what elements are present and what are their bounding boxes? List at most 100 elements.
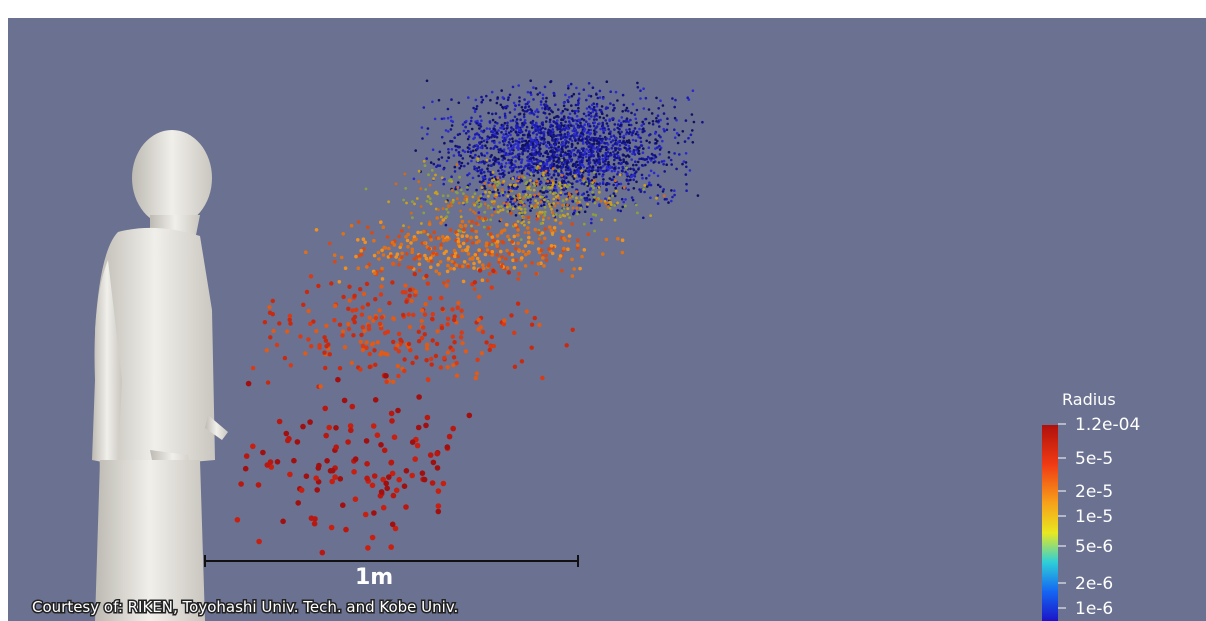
particle	[458, 146, 461, 149]
particle	[580, 207, 583, 210]
particle	[518, 128, 521, 131]
particle	[423, 106, 426, 109]
particle	[373, 363, 377, 367]
particle	[569, 196, 572, 199]
particle	[510, 161, 513, 164]
particle	[347, 285, 351, 289]
particle	[559, 191, 562, 194]
particle	[478, 211, 481, 214]
particle	[609, 201, 612, 204]
particle	[562, 214, 565, 217]
particle	[533, 124, 536, 127]
particle	[526, 159, 529, 162]
particle	[634, 146, 637, 149]
particle	[586, 107, 589, 110]
particle	[329, 281, 333, 285]
particle	[567, 128, 570, 131]
particle	[571, 143, 574, 146]
particle	[676, 132, 679, 135]
particle	[338, 366, 342, 370]
particle	[520, 208, 523, 211]
particle	[474, 230, 478, 234]
particle	[522, 220, 525, 223]
particle	[484, 217, 488, 221]
particle	[452, 199, 455, 202]
particle	[517, 272, 521, 276]
particle	[616, 184, 619, 187]
particle	[643, 107, 646, 110]
particle	[621, 251, 625, 255]
particle	[365, 282, 369, 286]
particle	[589, 132, 592, 135]
particle	[537, 231, 541, 235]
particle	[683, 160, 686, 163]
particle	[439, 164, 442, 167]
particle	[411, 313, 415, 317]
particle	[479, 195, 482, 198]
particle	[559, 254, 563, 258]
particle	[370, 231, 374, 235]
particle	[559, 128, 562, 131]
particle	[594, 185, 597, 188]
particle	[543, 198, 546, 201]
particle	[574, 128, 577, 131]
particle	[499, 250, 503, 254]
particle	[642, 127, 645, 130]
particle	[567, 167, 570, 170]
particle	[450, 140, 453, 143]
particle	[613, 159, 616, 162]
particle	[593, 139, 596, 142]
particle	[377, 257, 381, 261]
particle	[593, 125, 596, 128]
particle	[605, 146, 608, 149]
particle	[506, 144, 509, 147]
particle	[527, 236, 531, 240]
particle	[532, 132, 535, 135]
particle	[532, 156, 535, 159]
particle	[467, 130, 470, 133]
particle	[378, 322, 382, 326]
particle	[544, 227, 548, 231]
particle	[684, 140, 687, 143]
particle	[535, 145, 538, 148]
particle	[487, 195, 490, 198]
particle	[402, 369, 406, 373]
particle	[288, 318, 292, 322]
particle	[435, 165, 438, 168]
particle	[580, 132, 583, 135]
particle	[395, 408, 401, 414]
particle	[588, 198, 591, 201]
particle	[615, 91, 618, 94]
particle	[532, 143, 535, 146]
particle	[633, 169, 636, 172]
particle	[480, 351, 484, 355]
particle	[521, 212, 524, 215]
particle	[462, 202, 465, 205]
particle	[413, 178, 416, 181]
particle	[619, 141, 622, 144]
particle	[587, 131, 590, 134]
particle	[510, 168, 513, 171]
particle	[397, 332, 401, 336]
particle	[550, 176, 553, 179]
particle	[433, 246, 437, 250]
particle	[445, 224, 448, 227]
particle	[521, 153, 524, 156]
particle	[678, 153, 681, 156]
particle	[395, 182, 398, 185]
particle	[401, 313, 405, 317]
particle	[592, 166, 595, 169]
particle	[447, 156, 450, 159]
particle	[490, 154, 493, 157]
particle	[458, 176, 461, 179]
particle	[539, 190, 542, 193]
particle	[473, 287, 477, 291]
particle	[561, 174, 564, 177]
particle	[441, 156, 444, 159]
particle	[602, 178, 605, 181]
particle	[275, 343, 279, 347]
particle	[516, 277, 520, 281]
particle	[503, 156, 506, 159]
particle	[559, 165, 562, 168]
particle	[414, 149, 417, 152]
